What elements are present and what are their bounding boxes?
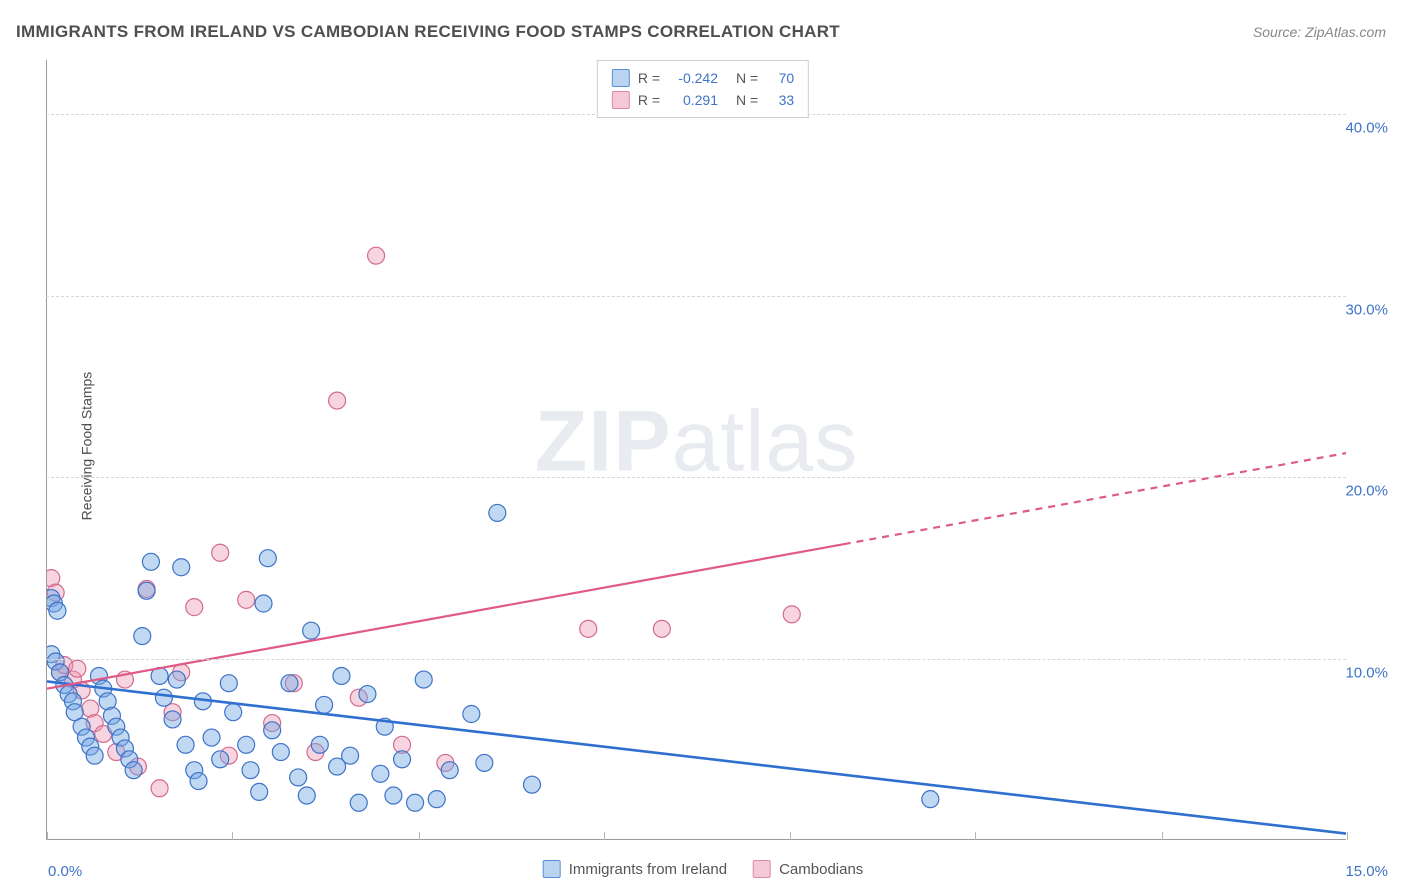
scatter-point [476, 754, 493, 771]
scatter-point [489, 504, 506, 521]
legend-n-label-1: N = [736, 67, 758, 89]
series-label-ireland: Immigrants from Ireland [569, 861, 727, 878]
gridline [46, 477, 1346, 478]
scatter-point [523, 776, 540, 793]
x-tick-mark [604, 832, 605, 840]
scatter-point [311, 736, 328, 753]
scatter-point [264, 722, 281, 739]
scatter-point [177, 736, 194, 753]
legend-r-label-2: R = [638, 89, 660, 111]
scatter-point [242, 762, 259, 779]
scatter-point [783, 606, 800, 623]
scatter-point [255, 595, 272, 612]
series-legend-item-ireland: Immigrants from Ireland [543, 860, 727, 878]
scatter-point [151, 780, 168, 797]
trend-line [47, 681, 1346, 833]
scatter-point [138, 582, 155, 599]
scatter-point [164, 711, 181, 728]
scatter-point [415, 671, 432, 688]
scatter-point [259, 550, 276, 567]
legend-swatch-cambodian [612, 91, 630, 109]
scatter-point [251, 783, 268, 800]
scatter-point [212, 751, 229, 768]
scatter-point [580, 620, 597, 637]
scatter-point [168, 671, 185, 688]
scatter-point [342, 747, 359, 764]
scatter-point [272, 744, 289, 761]
legend-r-label-1: R = [638, 67, 660, 89]
scatter-point [303, 622, 320, 639]
scatter-point [212, 544, 229, 561]
scatter-point [385, 787, 402, 804]
trend-line-solid [47, 544, 844, 688]
correlation-legend-row-1: R = -0.242 N = 70 [612, 67, 794, 89]
series-legend: Immigrants from Ireland Cambodians [543, 860, 864, 878]
legend-r-value-2: 0.291 [668, 89, 718, 111]
series-swatch-cambodian [753, 860, 771, 878]
scatter-point [190, 773, 207, 790]
x-tick-label-min: 0.0% [48, 863, 82, 880]
x-tick-mark [975, 832, 976, 840]
series-label-cambodian: Cambodians [779, 861, 863, 878]
x-tick-mark [47, 832, 48, 840]
scatter-point [922, 791, 939, 808]
series-swatch-ireland [543, 860, 561, 878]
plot-area: ZIPatlas [46, 60, 1346, 840]
y-tick-label: 20.0% [1345, 483, 1388, 500]
scatter-point [155, 689, 172, 706]
x-tick-mark [1347, 832, 1348, 840]
scatter-point [225, 704, 242, 721]
x-tick-mark [232, 832, 233, 840]
x-tick-mark [1162, 832, 1163, 840]
legend-n-value-1: 70 [766, 67, 794, 89]
x-tick-mark [790, 832, 791, 840]
y-tick-label: 30.0% [1345, 301, 1388, 318]
scatter-point [329, 392, 346, 409]
scatter-point [86, 747, 103, 764]
legend-n-label-2: N = [736, 89, 758, 111]
scatter-point [372, 765, 389, 782]
gridline [46, 659, 1346, 660]
chart-svg [47, 60, 1346, 839]
trend-line-dashed [844, 453, 1346, 544]
scatter-point [316, 696, 333, 713]
correlation-legend: R = -0.242 N = 70 R = 0.291 N = 33 [597, 60, 809, 118]
scatter-point [186, 599, 203, 616]
legend-r-value-1: -0.242 [668, 67, 718, 89]
series-legend-item-cambodian: Cambodians [753, 860, 863, 878]
scatter-point [49, 602, 66, 619]
scatter-point [350, 794, 367, 811]
y-tick-label: 10.0% [1345, 664, 1388, 681]
scatter-point [142, 553, 159, 570]
chart-title: IMMIGRANTS FROM IRELAND VS CAMBODIAN REC… [16, 22, 840, 42]
scatter-point [281, 675, 298, 692]
legend-n-value-2: 33 [766, 89, 794, 111]
scatter-point [173, 559, 190, 576]
scatter-point [359, 686, 376, 703]
correlation-legend-row-2: R = 0.291 N = 33 [612, 89, 794, 111]
scatter-point [368, 247, 385, 264]
scatter-point [653, 620, 670, 637]
scatter-point [463, 706, 480, 723]
scatter-point [394, 751, 411, 768]
scatter-point [333, 667, 350, 684]
legend-swatch-ireland [612, 69, 630, 87]
scatter-point [69, 660, 86, 677]
scatter-point [220, 675, 237, 692]
scatter-point [428, 791, 445, 808]
scatter-point [125, 762, 142, 779]
scatter-point [298, 787, 315, 804]
scatter-point [134, 628, 151, 645]
x-tick-label-max: 15.0% [1345, 863, 1388, 880]
source-attribution: Source: ZipAtlas.com [1253, 24, 1386, 40]
scatter-point [238, 736, 255, 753]
scatter-point [407, 794, 424, 811]
gridline [46, 296, 1346, 297]
x-tick-mark [419, 832, 420, 840]
scatter-point [441, 762, 458, 779]
scatter-point [203, 729, 220, 746]
scatter-point [290, 769, 307, 786]
scatter-point [238, 591, 255, 608]
y-tick-label: 40.0% [1345, 120, 1388, 137]
